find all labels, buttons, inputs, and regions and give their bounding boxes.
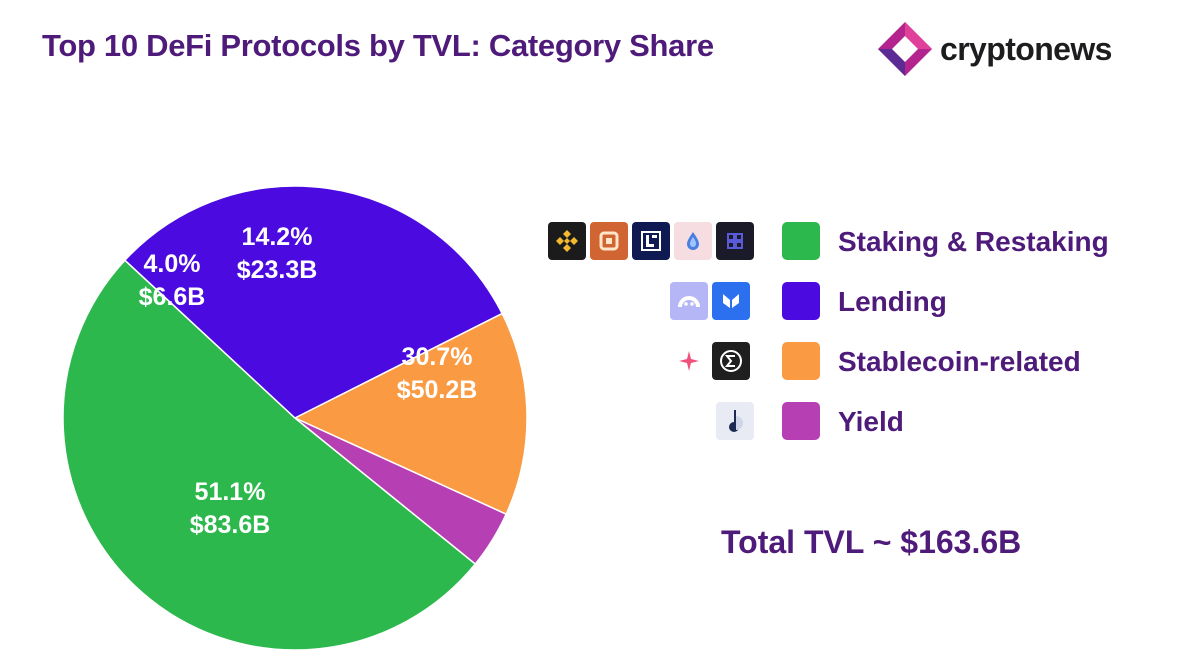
slice-percent-label: 14.2% [242, 223, 313, 251]
legend-swatch [782, 222, 820, 260]
legend-label: Lending [838, 286, 947, 317]
legend-label: Stablecoin-related [838, 346, 1081, 377]
protocol-logos [548, 222, 754, 260]
legend-label: Staking & Restaking [838, 226, 1109, 257]
brand-logo: cryptonews [876, 18, 1112, 80]
eigenlayer-logo-icon [716, 222, 754, 260]
brand-name: cryptonews [940, 30, 1112, 67]
protocol-logos [670, 342, 750, 380]
slice-value-label: $23.3B [237, 256, 318, 284]
slice-percent-label: 4.0% [144, 250, 201, 278]
legend-label: Yield [838, 406, 904, 437]
aave-logo-icon [670, 282, 708, 320]
sky-logo-icon [670, 342, 708, 380]
slice-staking [62, 259, 477, 651]
protocol-logos [716, 402, 754, 440]
slice-value-label: $6.6B [139, 283, 206, 311]
legend-swatch [782, 282, 820, 320]
slice-yield [294, 417, 508, 566]
slice-percent-label: 51.1% [195, 478, 266, 506]
pie-chart: 51.1% $83.6B 30.7% $50.2B 14.2% $23.3B 4.0% $6.… [62, 185, 528, 651]
binance-logo-icon [548, 222, 586, 260]
pendle-logo-icon [716, 402, 754, 440]
lido-logo-icon [632, 222, 670, 260]
slice-stablecoin [293, 312, 528, 516]
bridge-logo-icon [590, 222, 628, 260]
legend-item-yield: Yield [540, 398, 1180, 442]
morpho-logo-icon [712, 282, 750, 320]
cryptonews-mark-icon [878, 22, 932, 76]
slice-value-label: $83.6B [190, 511, 271, 539]
protocol-logos [670, 282, 750, 320]
etherfi-logo-icon [674, 222, 712, 260]
legend-swatch [782, 402, 820, 440]
slice-lending [123, 185, 504, 419]
slice-value-label: $50.2B [397, 376, 478, 404]
page-title: Top 10 DeFi Protocols by TVL: Category S… [42, 28, 714, 63]
legend-item-lending: Lending [540, 278, 1180, 322]
legend-item-stablecoin: Stablecoin-related [540, 338, 1180, 382]
total-tvl: Total TVL ~ $163.6B [721, 524, 1022, 560]
legend-swatch [782, 342, 820, 380]
legend-item-staking: Staking & Restaking [540, 218, 1180, 262]
slice-percent-label: 30.7% [402, 343, 473, 371]
ethena-logo-icon [712, 342, 750, 380]
